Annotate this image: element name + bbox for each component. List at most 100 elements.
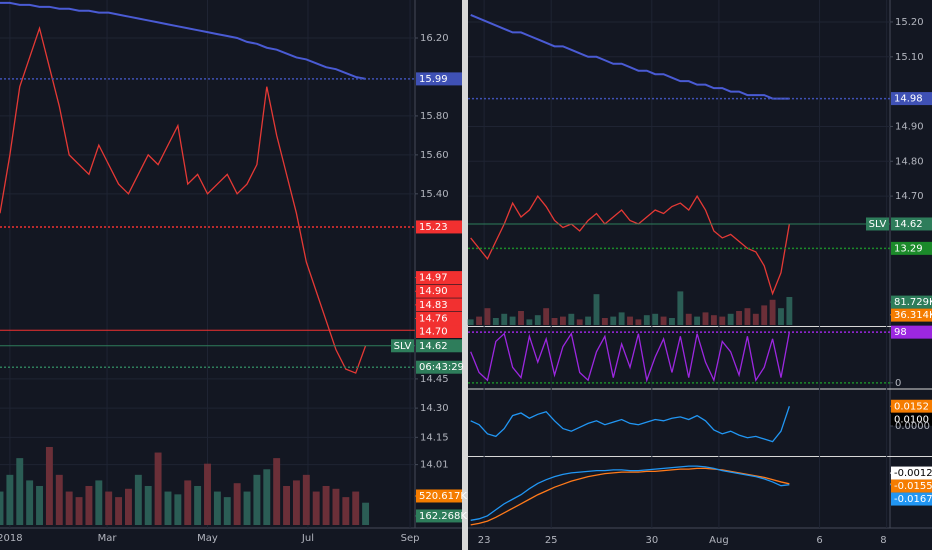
volume-bar — [534, 315, 541, 325]
volume-bar — [492, 317, 499, 325]
x-tick-label: 2018 — [0, 533, 23, 544]
volume-bar — [302, 474, 310, 525]
price-badge-label: 14.97 — [419, 273, 448, 284]
price-badge-label: 14.83 — [419, 300, 448, 311]
volume-bar — [736, 310, 742, 325]
volume-bar — [601, 317, 608, 325]
symbol-badge — [866, 217, 889, 231]
price-badge — [416, 339, 462, 353]
series-line — [0, 25, 367, 374]
badge-layer: 15.99 15.23 14.97 14.90 14.83 14.76 14.70 14.62… — [391, 72, 932, 523]
price-badge — [891, 412, 932, 426]
price-badge — [416, 325, 462, 339]
x-tick-label: Aug — [709, 535, 729, 546]
x-tick-label: Jul — [301, 533, 314, 544]
volume-bar — [6, 474, 14, 525]
price-badge-label: 15.99 — [419, 74, 448, 85]
y-tick-label: 15.40 — [420, 189, 449, 200]
volume-bar — [65, 491, 73, 525]
volume-bar — [643, 315, 650, 325]
volume-bar — [233, 483, 241, 525]
volume-bar — [744, 308, 751, 325]
volume-bar — [501, 313, 508, 325]
volume-bar — [677, 291, 684, 325]
grid-layer — [0, 0, 890, 528]
volume-bar — [85, 485, 93, 525]
volume-bar — [702, 312, 709, 325]
volume-bar — [568, 313, 575, 325]
price-badge-label: 81.729K — [894, 297, 932, 308]
volume-bar — [727, 313, 734, 325]
series-line — [470, 194, 791, 296]
series-line — [470, 332, 790, 383]
price-badge — [416, 284, 462, 298]
volume-bar — [184, 480, 192, 525]
y-tick-label: 14.45 — [420, 374, 449, 385]
volume-bar — [124, 488, 132, 525]
price-badge-label: 15.23 — [419, 222, 448, 233]
price-badge — [416, 489, 462, 503]
y-tick-label: 15.20 — [895, 17, 924, 28]
symbol-badge-label: SLV — [394, 341, 412, 352]
price-badge-label: 162.268K — [419, 511, 467, 522]
volume-bar — [710, 315, 717, 325]
price-badge — [416, 360, 462, 374]
volume-bar — [223, 497, 231, 525]
volume-bar — [0, 491, 4, 525]
volume-bar — [332, 488, 340, 525]
price-badge-label: -0.0167 — [894, 494, 932, 505]
y-tick-label: 14.01 — [420, 460, 449, 471]
x-tick-label: Mar — [98, 533, 118, 544]
x-tick-label: 25 — [545, 535, 558, 546]
y-tick-label: 15.60 — [420, 150, 449, 161]
price-badge-label: 06:43:29 — [419, 362, 464, 373]
y-tick-label: 0.0000 — [895, 421, 930, 432]
y-tick-label: 0 — [895, 378, 901, 389]
volume-bar — [26, 480, 34, 525]
price-badge — [891, 399, 932, 413]
price-badge-label: 0.0152 — [894, 401, 929, 412]
y-tick-label: 14.90 — [895, 121, 924, 132]
volume-bar — [115, 497, 123, 525]
series-line — [470, 406, 790, 443]
price-badge-label: -0.0012 — [894, 468, 932, 479]
price-badge-label: 14.90 — [419, 286, 448, 297]
volume-bar — [719, 316, 726, 325]
volume-bar — [526, 319, 533, 325]
volume-bar — [164, 491, 172, 525]
y-tick-label: 15.10 — [895, 52, 924, 63]
volume-bar — [342, 497, 350, 525]
volume-bar — [761, 305, 768, 325]
price-badge — [891, 92, 932, 106]
volume-bar — [36, 485, 43, 525]
volume-bar — [352, 491, 360, 525]
price-badge — [891, 325, 932, 339]
volume-bar — [16, 458, 24, 525]
y-tick-label: 14.30 — [420, 403, 449, 414]
x-tick-label: Sep — [401, 533, 420, 544]
price-badge — [416, 72, 462, 86]
panel-separator — [462, 0, 468, 550]
x-tick-label: 23 — [478, 535, 491, 546]
y-tick-label: 14.15 — [420, 432, 449, 443]
series-line — [470, 467, 790, 526]
volume-bar — [669, 317, 675, 325]
volume-bar — [786, 296, 793, 325]
volume-bar — [273, 458, 281, 525]
y-tick-label: 14.70 — [895, 191, 924, 202]
volume-bar — [204, 463, 211, 525]
symbol-badge — [391, 339, 414, 353]
volume-bar — [174, 494, 182, 525]
volume-bar — [263, 469, 271, 525]
y-tick-label: 14.80 — [895, 156, 924, 167]
price-badge — [416, 298, 462, 312]
symbol-badge-label: SLV — [869, 219, 887, 230]
volume-bar — [593, 294, 600, 325]
volume-bar — [543, 308, 550, 325]
x-tick-label: 8 — [880, 535, 886, 546]
price-badge-label: 14.98 — [894, 94, 923, 105]
volume-bar — [134, 474, 142, 525]
price-badge — [891, 308, 932, 322]
